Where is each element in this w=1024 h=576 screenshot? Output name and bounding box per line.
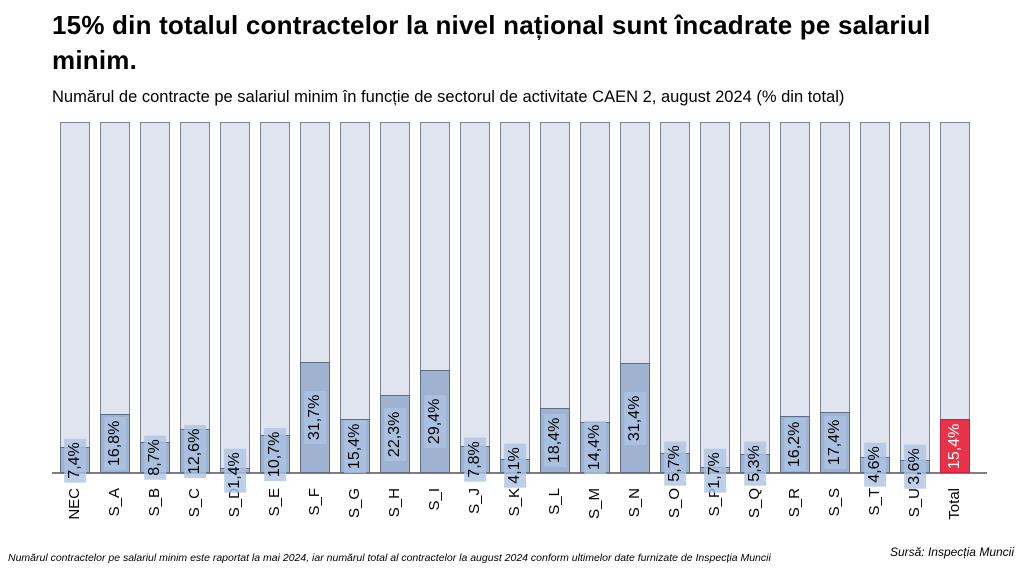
bar-value-label: 5,7% [663, 440, 687, 486]
bar-category-label: S_K [505, 488, 523, 517]
bar-value-label: 16,8% [103, 416, 127, 471]
bar-column-s-g: 15,4% S_G [340, 122, 370, 518]
bar-value-label: 14,4% [583, 421, 607, 475]
chart-source: Sursă: Inspecția Muncii [889, 545, 1014, 559]
bar-category-label: S_G [345, 488, 363, 519]
bar-value-label: 15,4% [343, 419, 367, 473]
bar-value-label: 7,8% [463, 437, 487, 482]
bar-value-label: 17,4% [823, 415, 847, 470]
bar-column-s-f: 31,7% S_F [300, 122, 330, 516]
bar-background [140, 122, 170, 473]
bar-category-label: S_R [785, 488, 803, 518]
bar-column-s-q: 5,3% S_Q [740, 122, 770, 518]
bar-category-label: S_Q [745, 488, 763, 519]
bar-column-s-k: 4,1% S_K [500, 122, 530, 516]
bar-background [700, 122, 730, 473]
bar-category-label: S_N [625, 488, 643, 518]
bar-value-label: 7,4% [63, 437, 87, 483]
bar-column-total: 15,4% Total [940, 122, 970, 520]
bar-value-label: 1,4% [223, 448, 247, 493]
bar-column-s-j: 7,8% S_J [460, 122, 490, 514]
bar-background [740, 122, 770, 473]
bar-value-label: 31,4% [623, 391, 647, 445]
bar-category-label: S_C [185, 488, 203, 518]
bar-column-s-s: 17,4% S_S [820, 122, 850, 516]
bar-category-label: S_L [545, 488, 563, 515]
bar-category-label: S_O [665, 488, 683, 519]
bar-background [780, 122, 810, 473]
bar-column-s-p: 1,7% S_P [700, 122, 730, 516]
bar-category-label: NEC [65, 488, 83, 520]
bar-category-label: S_I [425, 488, 443, 511]
bar-column-s-d: 1,4% S_D [220, 122, 250, 517]
bar-background [260, 122, 290, 473]
bar-background [60, 122, 90, 473]
bar-background [460, 122, 490, 473]
bar-column-s-m: 14,4% S_M [580, 122, 610, 519]
bar-column-s-u: 3,6% S_U [900, 122, 930, 517]
bar-value-label: 31,7% [303, 390, 327, 445]
bar-category-label: S_A [105, 488, 123, 517]
bar-category-label: S_F [305, 488, 323, 516]
bar-value-label: 15,4% [945, 423, 963, 469]
bar-background [900, 122, 930, 473]
bar-category-label: S_M [585, 488, 603, 519]
bar-column-s-i: 29,4% S_I [420, 122, 450, 511]
bar-category-label: S_J [465, 488, 483, 514]
bar-value-label: 4,6% [863, 442, 887, 488]
bar-category-label: S_H [385, 488, 403, 518]
bar-value-label: 5,3% [743, 441, 767, 486]
bar-column-nec: 7,4% NEC [60, 122, 90, 520]
bar-series: 7,4% NEC 16,8% S_A 8,7% S_B 12,6% S_C 1,4% S_D 10,… [60, 122, 970, 520]
bar-value-label: 10,7% [263, 427, 287, 481]
bar-background [340, 122, 370, 473]
bar-column-s-n: 31,4% S_N [620, 122, 650, 517]
bar-value-label: 18,4% [543, 414, 567, 468]
bar-column-s-e: 10,7% S_E [260, 122, 290, 516]
bar-category-label: S_U [905, 488, 923, 518]
bar-background [180, 122, 210, 473]
bar-category-label: S_S [825, 488, 843, 517]
bar-column-s-t: 4,6% S_T [860, 122, 890, 516]
bar-column-s-r: 16,2% S_R [780, 122, 810, 517]
bar-value-label: 1,7% [703, 447, 727, 493]
bar-value-label: 16,2% [783, 417, 807, 472]
bar-background [500, 122, 530, 473]
bar-background [660, 122, 690, 473]
bar-value-label: 22,3% [383, 407, 407, 461]
bar-category-label: S_T [865, 488, 883, 516]
bar-column-s-o: 5,7% S_O [660, 122, 690, 518]
bar-value-label: 12,6% [183, 424, 207, 478]
bar-fill [940, 418, 970, 473]
chart-footnote: Numărul contractelor pe salariul minim e… [8, 552, 771, 564]
bar-column-s-a: 16,8% S_A [100, 122, 130, 516]
bar-column-s-b: 8,7% S_B [140, 122, 170, 516]
bar-column-s-c: 12,6% S_C [180, 122, 210, 517]
bar-value-label: 3,6% [903, 444, 927, 489]
bar-value-label: 8,7% [143, 435, 167, 480]
bar-value-label: 4,1% [503, 443, 527, 489]
bar-background [220, 122, 250, 473]
bar-background [580, 122, 610, 473]
chart-subtitle: Numărul de contracte pe salariul minim î… [52, 88, 845, 106]
bar-value-label: 29,4% [423, 394, 447, 449]
bar-column-s-h: 22,3% S_H [380, 122, 410, 517]
bar-category-label: Total [945, 488, 963, 520]
bar-category-label: S_B [145, 488, 163, 517]
bar-column-s-l: 18,4% S_L [540, 122, 570, 515]
bar-background [860, 122, 890, 473]
bar-category-label: S_E [265, 488, 283, 517]
chart-title: 15% din totalul contractelor la nivel na… [52, 10, 931, 76]
